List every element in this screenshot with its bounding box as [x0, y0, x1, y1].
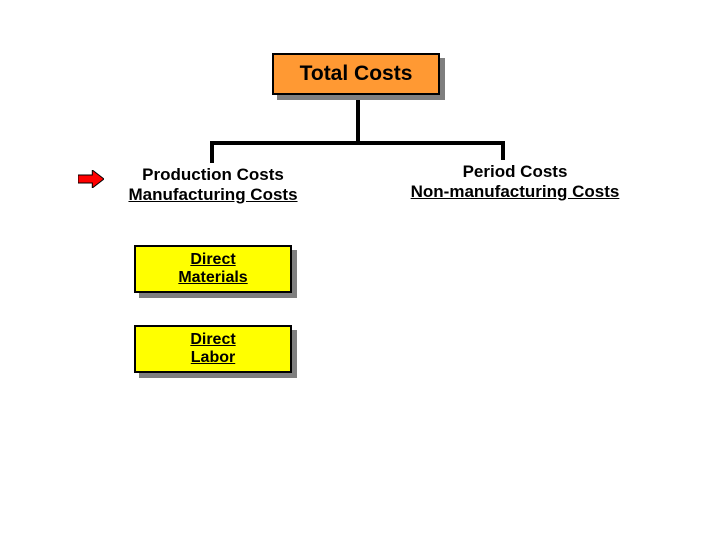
node-period: Period CostsNon-manufacturing Costs: [390, 160, 640, 204]
node-total: Total Costs: [272, 53, 440, 95]
node-direct_labor-line1: Direct: [190, 331, 235, 349]
pointer-arrow-icon: [78, 170, 104, 188]
node-production: Production CostsManufacturing Costs: [108, 163, 318, 207]
diagram-stage: Total Costs Production CostsManufacturing…: [0, 0, 720, 540]
connector-trunk: [356, 95, 360, 143]
node-direct_materials: DirectMaterials: [134, 245, 292, 293]
node-production-line1: Production Costs: [142, 165, 284, 185]
connector-right_v: [501, 141, 505, 160]
node-direct_labor-line2: Labor: [191, 349, 235, 367]
node-direct_materials-line1: Direct: [190, 251, 235, 269]
node-production-line2: Manufacturing Costs: [128, 185, 297, 205]
node-direct_labor: DirectLabor: [134, 325, 292, 373]
node-total-line1: Total Costs: [300, 62, 413, 86]
connector-left_v: [210, 141, 214, 163]
node-period-line1: Period Costs: [463, 162, 568, 182]
node-direct_materials-line2: Materials: [178, 269, 247, 287]
connector-hbar: [210, 141, 505, 145]
node-period-line2: Non-manufacturing Costs: [411, 182, 620, 202]
